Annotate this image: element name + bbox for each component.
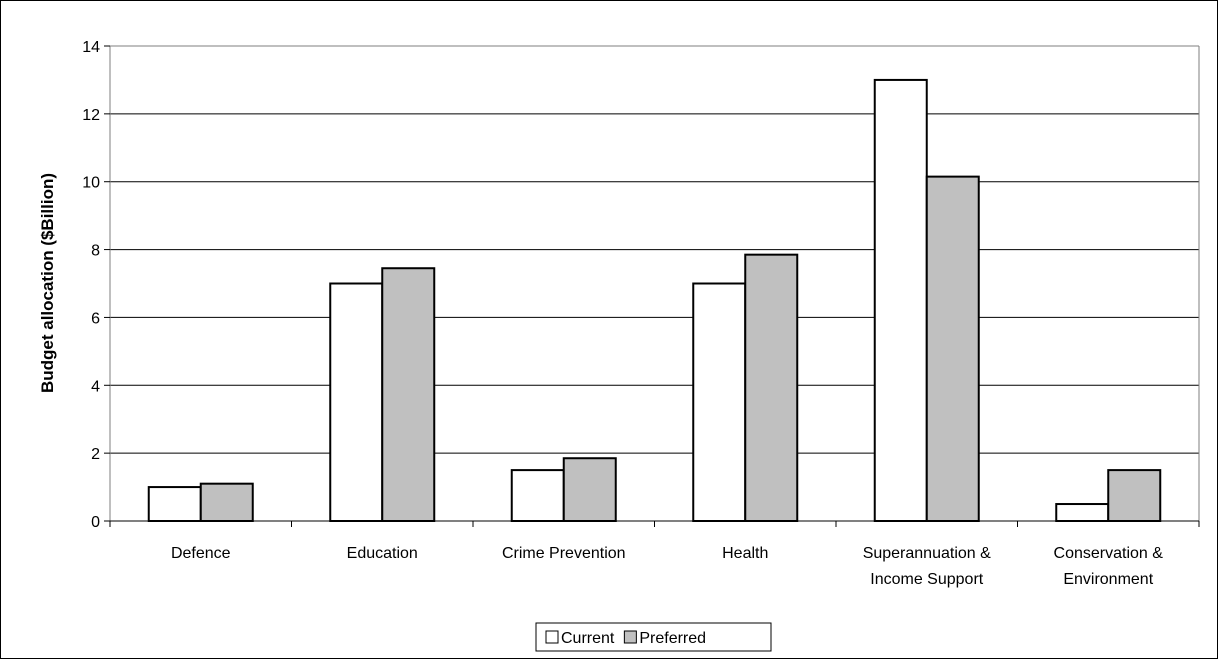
y-tick-label: 0 <box>91 514 100 531</box>
bar-current-1 <box>329 282 384 522</box>
bar-preferred-0 <box>199 482 254 522</box>
x-category-label: Environment <box>1063 571 1153 588</box>
bar-preferred-1 <box>381 267 436 522</box>
bar-preferred-5 <box>1107 469 1162 523</box>
bar-current-0 <box>147 486 202 523</box>
y-tick-label: 12 <box>82 107 100 124</box>
y-tick-label: 6 <box>91 310 100 327</box>
legend-swatch-current <box>545 630 559 644</box>
x-category-label: Defence <box>171 545 231 562</box>
bar-preferred-2 <box>562 457 617 523</box>
y-tick-label: 14 <box>82 39 100 56</box>
x-category-label: Health <box>722 545 768 562</box>
y-tick-label: 8 <box>91 243 100 260</box>
legend-label-current: Current <box>561 630 615 647</box>
y-tick-label: 10 <box>82 175 100 192</box>
y-tick-label: 2 <box>91 446 100 463</box>
bar-current-2 <box>510 469 565 523</box>
legend-box <box>535 622 772 652</box>
y-tick-label: 4 <box>91 378 100 395</box>
x-category-label: Income Support <box>870 571 984 588</box>
x-category-label: Education <box>347 545 418 562</box>
bar-current-5 <box>1055 503 1110 522</box>
bar-preferred-3 <box>744 253 799 523</box>
bar-current-3 <box>692 282 747 522</box>
bar-preferred-4 <box>925 175 980 522</box>
x-category-label: Crime Prevention <box>502 545 626 562</box>
legend-swatch-preferred <box>623 630 637 644</box>
y-axis-label: Budget allocation ($Billion) <box>38 173 57 393</box>
x-category-label: Conservation & <box>1054 545 1164 562</box>
legend-label-preferred: Preferred <box>639 630 706 647</box>
bar-current-4 <box>873 78 928 523</box>
x-category-label: Superannuation & <box>863 545 991 562</box>
legend: Current Preferred <box>535 622 772 652</box>
